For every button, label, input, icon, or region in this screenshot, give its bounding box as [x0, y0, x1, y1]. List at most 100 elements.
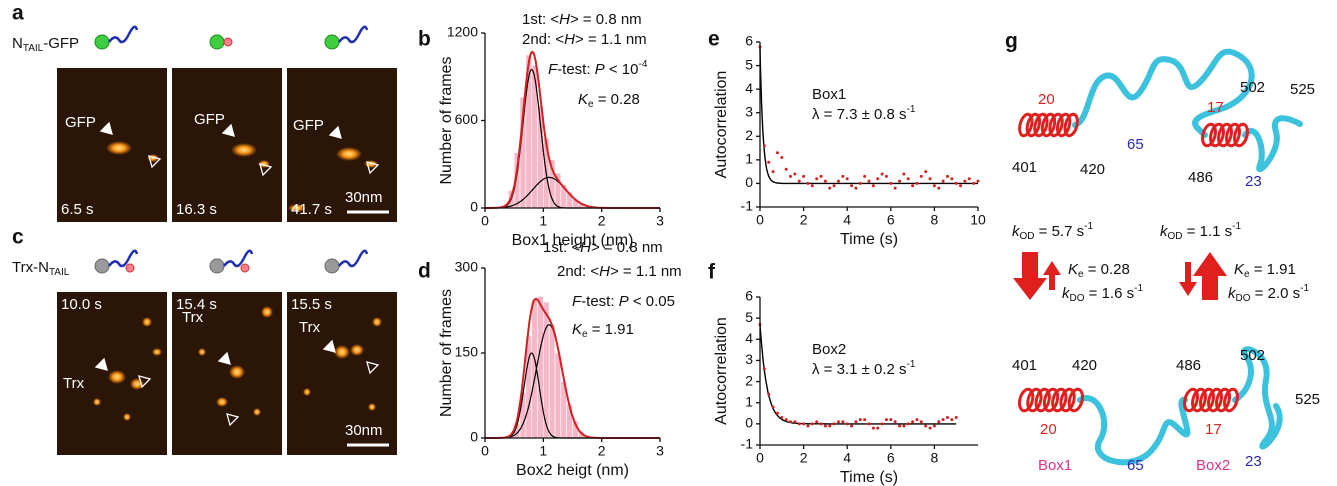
data-point	[854, 420, 858, 424]
residue: 486	[1176, 357, 1201, 374]
text-part: e	[1078, 269, 1084, 280]
y-tick-label: 4	[745, 80, 753, 96]
helix-length: 20	[1040, 421, 1057, 438]
y-tick-label: 3	[745, 351, 753, 367]
helix	[1040, 112, 1057, 138]
y-tick-label: 300	[455, 259, 479, 275]
y-tick-label: 4	[745, 330, 753, 346]
annotation: 2nd: <H> = 1.1 nm	[522, 31, 647, 48]
panel-label: f	[708, 261, 716, 284]
annotation: 1st: <H> = 0.8 nm	[522, 11, 642, 28]
data-point	[919, 174, 923, 178]
data-point	[775, 151, 779, 155]
y-tick-label: -1	[741, 198, 754, 214]
data-point	[880, 172, 884, 176]
data-point	[906, 422, 910, 426]
x-tick-label: 2	[800, 212, 808, 228]
pointer-arrow	[366, 161, 380, 175]
afm-particle	[231, 143, 257, 157]
data-point	[810, 422, 814, 426]
text-part: H	[559, 11, 570, 28]
rate: kDO = 1.6 s-1	[1062, 283, 1143, 304]
data-point	[884, 174, 888, 178]
residue: 502	[1240, 79, 1265, 96]
molecule-label: Trx	[299, 319, 321, 336]
annotation: Box1	[812, 86, 846, 103]
text-part: F	[572, 293, 582, 310]
data-point	[954, 181, 958, 185]
text-part: K	[578, 91, 589, 108]
annotation: λ = 3.1 ± 0.2 s-1	[812, 359, 916, 378]
text-part: λ = 3.1 ± 0.2 s	[812, 361, 907, 378]
text-part: -1	[1232, 221, 1241, 232]
arrow	[1013, 252, 1047, 300]
exponential-fit	[759, 46, 978, 185]
data-point	[911, 184, 915, 188]
text-part: > = 0.8 nm	[570, 11, 642, 28]
helix	[1059, 387, 1076, 413]
x-tick-label: 0	[481, 213, 489, 229]
protein-icon	[94, 34, 110, 50]
data-point	[836, 179, 840, 183]
annotation: Box2	[812, 341, 846, 358]
data-point	[863, 174, 867, 178]
data-point	[793, 172, 797, 176]
x-tick-label: 0	[481, 443, 489, 459]
x-tick-label: 0	[756, 450, 764, 466]
data-point	[836, 420, 840, 424]
data-point	[915, 181, 919, 185]
data-point	[828, 424, 832, 428]
panel-label: e	[708, 28, 720, 51]
data-point	[950, 177, 954, 181]
linker-length: 65	[1127, 457, 1144, 474]
x-tick-label: 2	[598, 213, 606, 229]
data-point	[762, 367, 766, 371]
text-part: λ = 7.3 ± 0.8 s	[812, 106, 907, 123]
molecule-label: GFP	[194, 111, 225, 128]
afm-particle	[303, 388, 311, 396]
data-point	[954, 416, 958, 420]
data-point	[911, 420, 915, 424]
data-point	[941, 179, 945, 183]
data-point	[941, 418, 945, 422]
data-point	[945, 416, 949, 420]
linker-chain	[1077, 395, 1191, 466]
helix	[1026, 387, 1043, 413]
annotation: Ke = 0.28	[578, 91, 640, 110]
helix	[1183, 387, 1199, 413]
protein-icon	[94, 258, 110, 274]
helix	[1018, 112, 1034, 138]
protein-icon	[324, 258, 340, 274]
data-point	[819, 422, 823, 426]
y-tick-label: 150	[455, 344, 479, 360]
text-part: = 1.91	[588, 321, 634, 338]
y-axis-label: Number of frames	[438, 56, 455, 184]
data-point	[819, 174, 823, 178]
panel-label: a	[12, 2, 24, 25]
protein-icon	[209, 258, 225, 274]
text-part: K	[1234, 261, 1245, 278]
text-part: > = 0.8 nm	[591, 239, 663, 256]
text-part: -GFP	[43, 35, 79, 52]
data-point	[806, 424, 810, 428]
afm-particle	[216, 397, 228, 407]
tail-icon	[125, 263, 135, 273]
data-point	[937, 186, 941, 190]
pointer-arrow	[366, 361, 380, 375]
y-tick-label: 0	[470, 199, 478, 215]
data-point	[976, 179, 980, 183]
tail-length: 23	[1245, 173, 1262, 190]
data-point	[876, 426, 880, 430]
y-tick-label: 2	[745, 372, 753, 388]
text-part: e	[1244, 269, 1250, 280]
frame-time: 15.5 s	[291, 296, 332, 313]
protein-icon	[209, 34, 225, 50]
x-tick-label: 8	[931, 450, 939, 466]
afm-particle	[288, 204, 306, 212]
text-part: Box1	[812, 86, 846, 103]
histogram-bar	[554, 352, 562, 439]
y-tick-label: 2	[745, 127, 753, 143]
afm-image	[287, 68, 397, 222]
text-part: e	[582, 329, 588, 340]
